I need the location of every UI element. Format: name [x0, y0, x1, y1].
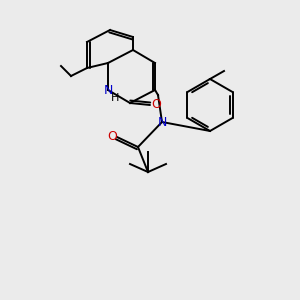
Text: N: N [103, 83, 113, 97]
Text: O: O [107, 130, 117, 143]
Text: H: H [111, 93, 119, 103]
Text: N: N [157, 116, 167, 128]
Text: O: O [151, 98, 161, 112]
